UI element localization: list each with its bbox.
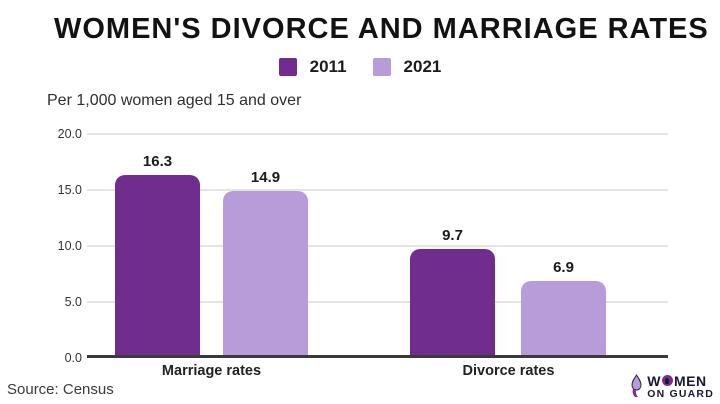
y-axis: 20.0 15.0 10.0 5.0 0.0 xyxy=(38,127,82,365)
logo-women-word: W MEN xyxy=(647,374,714,388)
bar-value-label: 9.7 xyxy=(442,227,463,244)
bar-value-label: 14.9 xyxy=(250,169,281,186)
y-tick-label: 10.0 xyxy=(57,239,82,253)
gridline xyxy=(87,301,668,303)
bar-divorce-2011: 9.7 xyxy=(410,227,495,358)
logo-men: MEN xyxy=(673,372,707,389)
bar-divorce-2021: 6.9 xyxy=(521,259,606,358)
source-note: Source: Census xyxy=(7,381,114,398)
y-tick-label: 15.0 xyxy=(57,183,82,197)
legend-item-2021: 2021 xyxy=(372,57,442,77)
women-on-guard-logo: W MEN ON GUARD xyxy=(629,374,714,400)
bar-marriage-2021: 14.9 xyxy=(223,169,308,358)
x-axis-line xyxy=(87,355,668,358)
y-tick-label: 5.0 xyxy=(64,295,82,309)
logo-w: W xyxy=(647,372,661,389)
category-label-marriage: Marriage rates xyxy=(161,363,262,379)
bar-value-label: 6.9 xyxy=(553,259,574,276)
legend-swatch-2021 xyxy=(372,58,391,76)
legend-label-2021: 2021 xyxy=(403,57,442,76)
chart-title: WOMEN'S DIVORCE AND MARRIAGE RATES xyxy=(54,13,709,45)
y-tick-label: 0.0 xyxy=(64,351,82,365)
bar-value-label: 16.3 xyxy=(142,153,173,170)
logo-on-guard: ON GUARD xyxy=(647,387,714,400)
chart-legend: 2011 2021 xyxy=(0,57,720,77)
legend-item-2011: 2011 xyxy=(278,57,347,77)
legend-swatch-2011 xyxy=(278,58,297,76)
bar-marriage-2011: 16.3 xyxy=(115,153,200,358)
y-tick-label: 20.0 xyxy=(57,127,82,141)
gridline xyxy=(87,189,668,191)
chart-subtitle: Per 1,000 women aged 15 and over xyxy=(47,92,302,109)
gridline xyxy=(87,133,668,135)
gridline xyxy=(87,245,668,247)
legend-label-2011: 2011 xyxy=(309,57,347,76)
logo-o-glyph xyxy=(661,375,673,386)
category-label-divorce: Divorce rates xyxy=(462,363,555,379)
plot-area: 16.3 14.9 9.7 6.9 xyxy=(87,133,668,358)
logo-text: W MEN ON GUARD xyxy=(647,374,714,400)
hand-flame-icon xyxy=(631,374,642,398)
